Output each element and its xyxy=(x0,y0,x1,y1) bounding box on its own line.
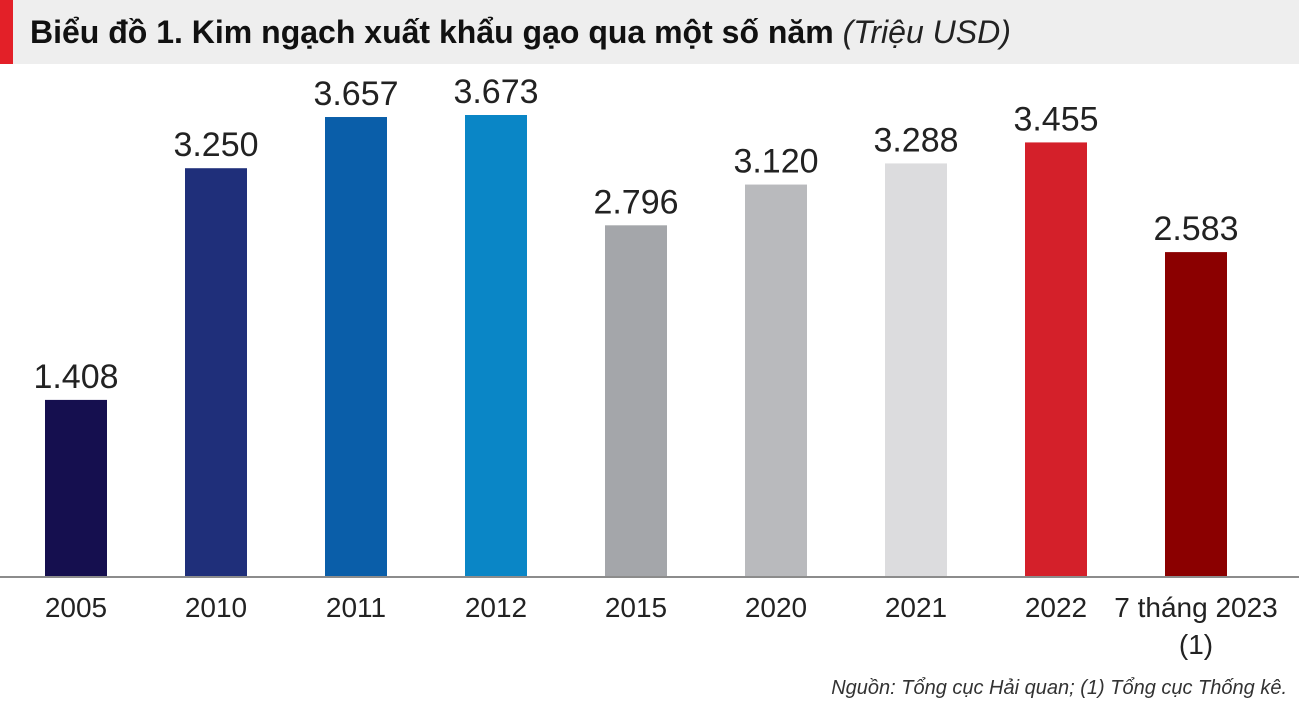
bar-value-label-2: 3.657 xyxy=(313,75,398,113)
chart-title-unit: (Triệu USD) xyxy=(842,14,1011,50)
title-accent-stripe xyxy=(0,0,13,64)
bar-4 xyxy=(605,225,667,577)
x-tick-label-6: 2021 xyxy=(885,592,947,623)
bar-0 xyxy=(45,399,107,577)
x-tick-label-3: 2012 xyxy=(465,592,527,623)
x-tick-label-8: 7 tháng 2023 xyxy=(1114,592,1278,623)
bar-3 xyxy=(465,115,527,577)
bar-value-label-4: 2.796 xyxy=(593,183,678,221)
x-tick-label-0: 2005 xyxy=(45,592,107,623)
chart-title: Biểu đồ 1. Kim ngạch xuất khẩu gạo qua m… xyxy=(30,11,1011,53)
bar-6 xyxy=(885,163,947,577)
bar-2 xyxy=(325,117,387,578)
chart-title-main: Biểu đồ 1. Kim ngạch xuất khẩu gạo qua m… xyxy=(30,14,834,50)
x-tick-label-7: 2022 xyxy=(1025,592,1087,623)
x-tick-label-1: 2010 xyxy=(185,592,247,623)
x-tick-label-5: 2020 xyxy=(745,592,807,623)
chart-title-bar: Biểu đồ 1. Kim ngạch xuất khẩu gạo qua m… xyxy=(0,0,1299,64)
bar-5 xyxy=(745,184,807,577)
bar-value-label-0: 1.408 xyxy=(33,358,118,396)
bar-1 xyxy=(185,168,247,577)
bar-chart: 1.408 2005 3.250 2010 3.657 2011 3.673 2012 2.79… xyxy=(0,73,1299,660)
x-tick-label-2: 2011 xyxy=(326,592,386,623)
bar-value-label-3: 3.673 xyxy=(453,73,538,111)
bar-value-label-1: 3.250 xyxy=(173,126,258,164)
bar-value-label-5: 3.120 xyxy=(733,143,818,181)
bar-value-label-7: 3.455 xyxy=(1013,100,1098,138)
x-tick-note-8: (1) xyxy=(1179,629,1213,660)
bar-value-label-6: 3.288 xyxy=(873,121,958,159)
bar-value-label-8: 2.583 xyxy=(1153,210,1238,248)
bar-7 xyxy=(1025,142,1087,577)
bar-8 xyxy=(1165,252,1227,577)
source-note: Nguồn: Tổng cục Hải quan; (1) Tổng cục T… xyxy=(831,677,1287,699)
x-tick-label-4: 2015 xyxy=(605,592,667,623)
